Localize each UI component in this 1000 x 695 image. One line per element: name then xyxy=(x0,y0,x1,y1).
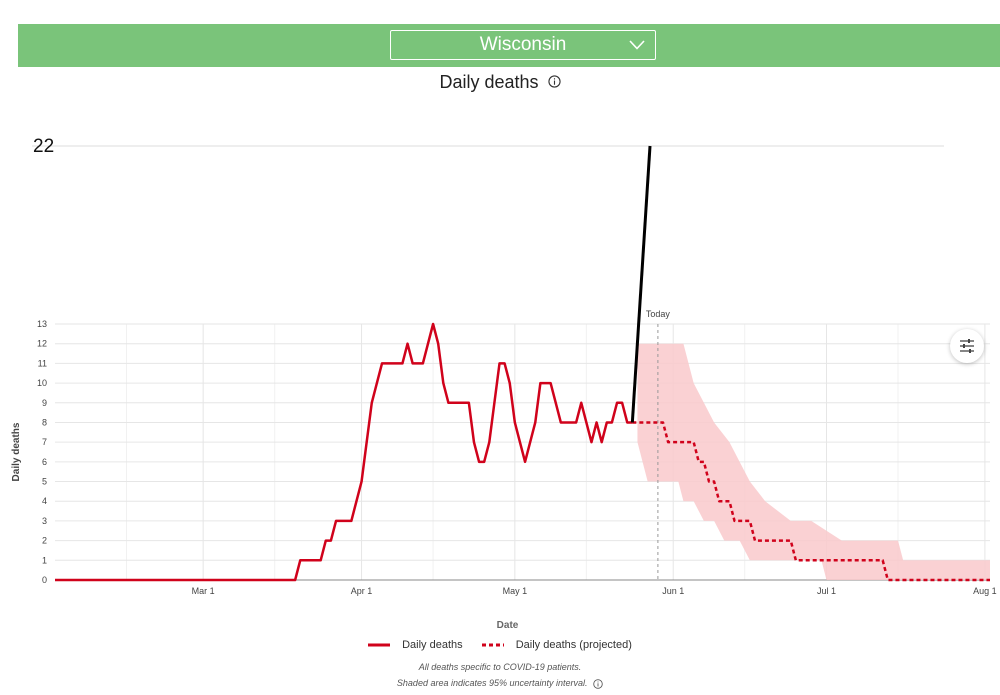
info-icon[interactable] xyxy=(593,678,603,689)
legend: Daily deaths Daily deaths (projected) xyxy=(0,638,1000,651)
sliders-icon xyxy=(960,339,974,353)
x-tick-label: Mar 1 xyxy=(192,586,215,596)
y-tick-label: 8 xyxy=(42,417,47,427)
state-select[interactable]: Wisconsin xyxy=(390,30,656,60)
y-tick-label: 7 xyxy=(42,437,47,447)
annotation-value-label: 22 xyxy=(33,136,54,157)
state-select-value: Wisconsin xyxy=(479,34,567,55)
legend-item-daily-deaths[interactable]: Daily deaths xyxy=(368,639,463,651)
y-tick-label: 9 xyxy=(42,398,47,408)
y-tick-label: 5 xyxy=(42,477,47,487)
y-tick-label: 6 xyxy=(42,457,47,467)
y-tick-label: 3 xyxy=(42,516,47,526)
chart-title: Daily deaths xyxy=(0,72,1000,93)
legend-label: Daily deaths xyxy=(402,639,463,651)
footnote-2: Shaded area indicates 95% uncertainty in… xyxy=(0,678,1000,689)
info-icon[interactable] xyxy=(547,75,561,88)
ticks-layer: Mar 1 Apr 1 May 1 Jun 1 Jul 1 Aug 10123456789… xyxy=(11,319,997,631)
x-tick-label: Jul 1 xyxy=(817,586,836,596)
uncertainty-band xyxy=(637,343,990,580)
today-label: Today xyxy=(646,309,671,319)
chart-settings-button[interactable] xyxy=(950,329,984,363)
legend-swatch-solid xyxy=(368,643,391,647)
series-line-projected xyxy=(632,421,990,582)
chevron-down-icon xyxy=(629,40,645,50)
y-tick-label: 10 xyxy=(37,378,47,388)
y-tick-label: 2 xyxy=(42,536,47,546)
x-tick-label: May 1 xyxy=(503,586,528,596)
x-tick-label: Apr 1 xyxy=(351,586,373,596)
x-tick-label: Aug 1 xyxy=(973,586,997,596)
y-tick-label: 4 xyxy=(42,496,47,506)
x-tick-label: Jun 1 xyxy=(662,586,684,596)
footnote-1: All deaths specific to COVID-19 patients… xyxy=(418,662,582,672)
y-tick-label: 11 xyxy=(38,358,47,368)
legend-item-daily-deaths-projected[interactable]: Daily deaths (projected) xyxy=(481,639,632,651)
legend-label: Daily deaths (projected) xyxy=(515,639,632,651)
annotation-line xyxy=(630,145,652,423)
y-tick-label: 0 xyxy=(42,575,47,585)
y-tick-label: 12 xyxy=(37,339,47,349)
series-layer xyxy=(55,322,990,582)
y-tick-label: 13 xyxy=(37,319,47,329)
x-axis-label: Date xyxy=(497,620,519,631)
annotation-layer: Today 22 xyxy=(32,136,944,580)
y-axis-label: Daily deaths xyxy=(11,422,22,481)
footnote-2-text: Shaded area indicates 95% uncertainty in… xyxy=(396,678,588,688)
y-tick-label: 1 xyxy=(42,555,47,565)
chart-title-text: Daily deaths xyxy=(439,72,539,92)
legend-swatch-dashed xyxy=(481,643,504,647)
uncertainty-band-layer xyxy=(637,343,990,580)
series-line-daily-deaths xyxy=(55,322,633,582)
